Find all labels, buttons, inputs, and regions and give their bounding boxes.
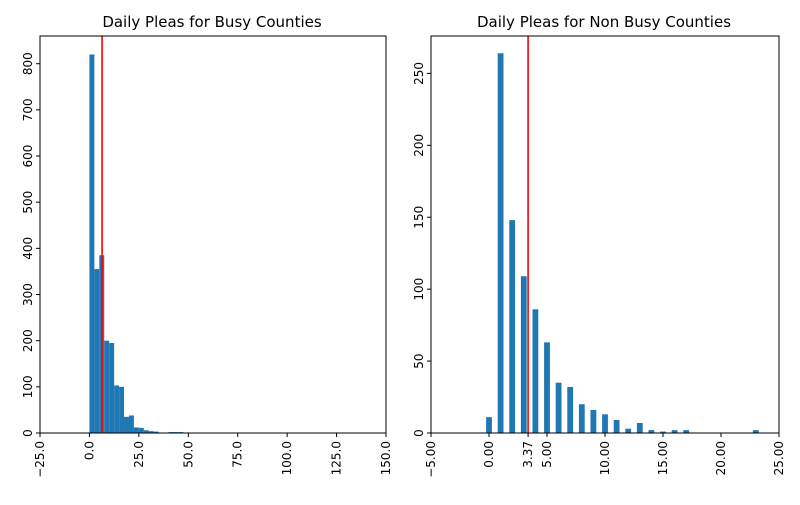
non-busy-counties-title: Daily Pleas for Non Busy Counties (477, 13, 731, 31)
busy-y-tick-label: 400 (21, 237, 35, 260)
busy-y-tick-label: 100 (21, 375, 35, 398)
busy-x-tick-label: 125.0 (330, 441, 344, 475)
busy-x-tick-label: 75.0 (231, 441, 245, 468)
non-busy-x-tick-label: 10.00 (598, 441, 612, 475)
busy-bar-10 (138, 427, 144, 433)
non-busy-bar-16 (671, 430, 678, 433)
non-busy-bar-7 (567, 386, 574, 433)
busy-y-tick-label: 300 (21, 283, 35, 306)
busy-bar-13 (153, 431, 159, 433)
busy-counties-panel: Daily Pleas for Busy Counties −25.0 0.0 25… (21, 13, 393, 478)
busy-y-tick-label: 800 (21, 52, 35, 75)
non-busy-bar-10 (602, 414, 608, 433)
non-busy-axes-frame (430, 35, 780, 434)
non-busy-bar-18 (752, 430, 759, 433)
non-busy-bar-0 (486, 417, 492, 433)
busy-bar-1 (94, 269, 100, 433)
non-busy-bar-11 (613, 420, 620, 433)
busy-bar-9 (133, 427, 139, 433)
non-busy-x-tick-label: 3.37 (521, 441, 535, 468)
busy-bar-0 (89, 54, 95, 433)
busy-x-tick-label: 0.0 (82, 441, 96, 460)
busy-x-tick-label: 50.0 (181, 441, 195, 468)
non-busy-x-tick-label: 5.00 (540, 441, 554, 468)
busy-y-tick-label: 700 (21, 98, 35, 121)
busy-bar-5 (114, 385, 120, 433)
non-busy-y-tick-label: 50 (412, 353, 426, 368)
non-busy-bar-3 (520, 276, 527, 433)
busy-x-tick-label: 100.0 (280, 441, 294, 475)
busy-bar-7 (124, 416, 129, 433)
busy-bar-3 (104, 340, 110, 433)
busy-y-tick-label: 500 (21, 191, 35, 214)
non-busy-x-tick-label: 15.00 (656, 441, 670, 475)
non-busy-bar-17 (683, 430, 690, 433)
non-busy-x-tick-label: 25.00 (772, 441, 786, 475)
non-busy-y-tick-label: 150 (412, 206, 426, 229)
busy-bar-6 (119, 386, 125, 433)
busy-bar-11 (143, 430, 149, 433)
non-busy-bar-12 (625, 428, 632, 433)
non-busy-y-tick-label: 0 (412, 429, 426, 437)
non-busy-x-tick-label: 20.00 (714, 441, 728, 475)
busy-bar-8 (128, 415, 134, 433)
non-busy-y-tick-label: 100 (412, 278, 426, 301)
busy-y-tick-label: 600 (21, 145, 35, 168)
busy-x-tick-label: 25.0 (132, 441, 146, 468)
non-busy-bar-15 (660, 431, 666, 433)
busy-y-tick-label: 0 (21, 429, 35, 437)
non-busy-bar-6 (555, 382, 562, 433)
busy-bar-12 (148, 431, 154, 433)
busy-x-tick-label: −25.0 (33, 441, 47, 478)
non-busy-bar-8 (578, 404, 585, 433)
non-busy-x-tick-label: 0.00 (482, 441, 496, 468)
non-busy-bar-13 (636, 422, 643, 433)
busy-counties-title: Daily Pleas for Busy Counties (102, 13, 322, 31)
busy-x-tick-label: 150.0 (379, 441, 393, 475)
non-busy-y-tick-label: 200 (412, 134, 426, 157)
busy-bar-4 (109, 342, 115, 433)
non-busy-counties-panel: Daily Pleas for Non Busy Counties −5.00 0… (412, 13, 786, 478)
non-busy-bar-1 (497, 53, 504, 433)
non-busy-bar-2 (509, 220, 516, 433)
non-busy-y-tick-label: 250 (412, 62, 426, 85)
non-busy-bar-5 (544, 342, 550, 433)
busy-axes-frame (39, 35, 387, 434)
non-busy-bar-9 (590, 409, 597, 433)
non-busy-bar-14 (648, 430, 655, 433)
non-busy-bar-4 (532, 309, 539, 433)
busy-y-tick-label: 200 (21, 329, 35, 352)
non-busy-x-tick-label: −5.00 (424, 441, 438, 478)
